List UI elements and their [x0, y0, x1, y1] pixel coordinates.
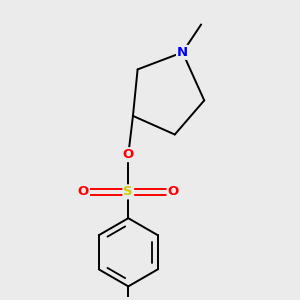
- Text: O: O: [123, 148, 134, 161]
- Text: S: S: [124, 185, 133, 198]
- Text: O: O: [168, 185, 179, 198]
- Text: O: O: [78, 185, 89, 198]
- Text: N: N: [177, 46, 188, 59]
